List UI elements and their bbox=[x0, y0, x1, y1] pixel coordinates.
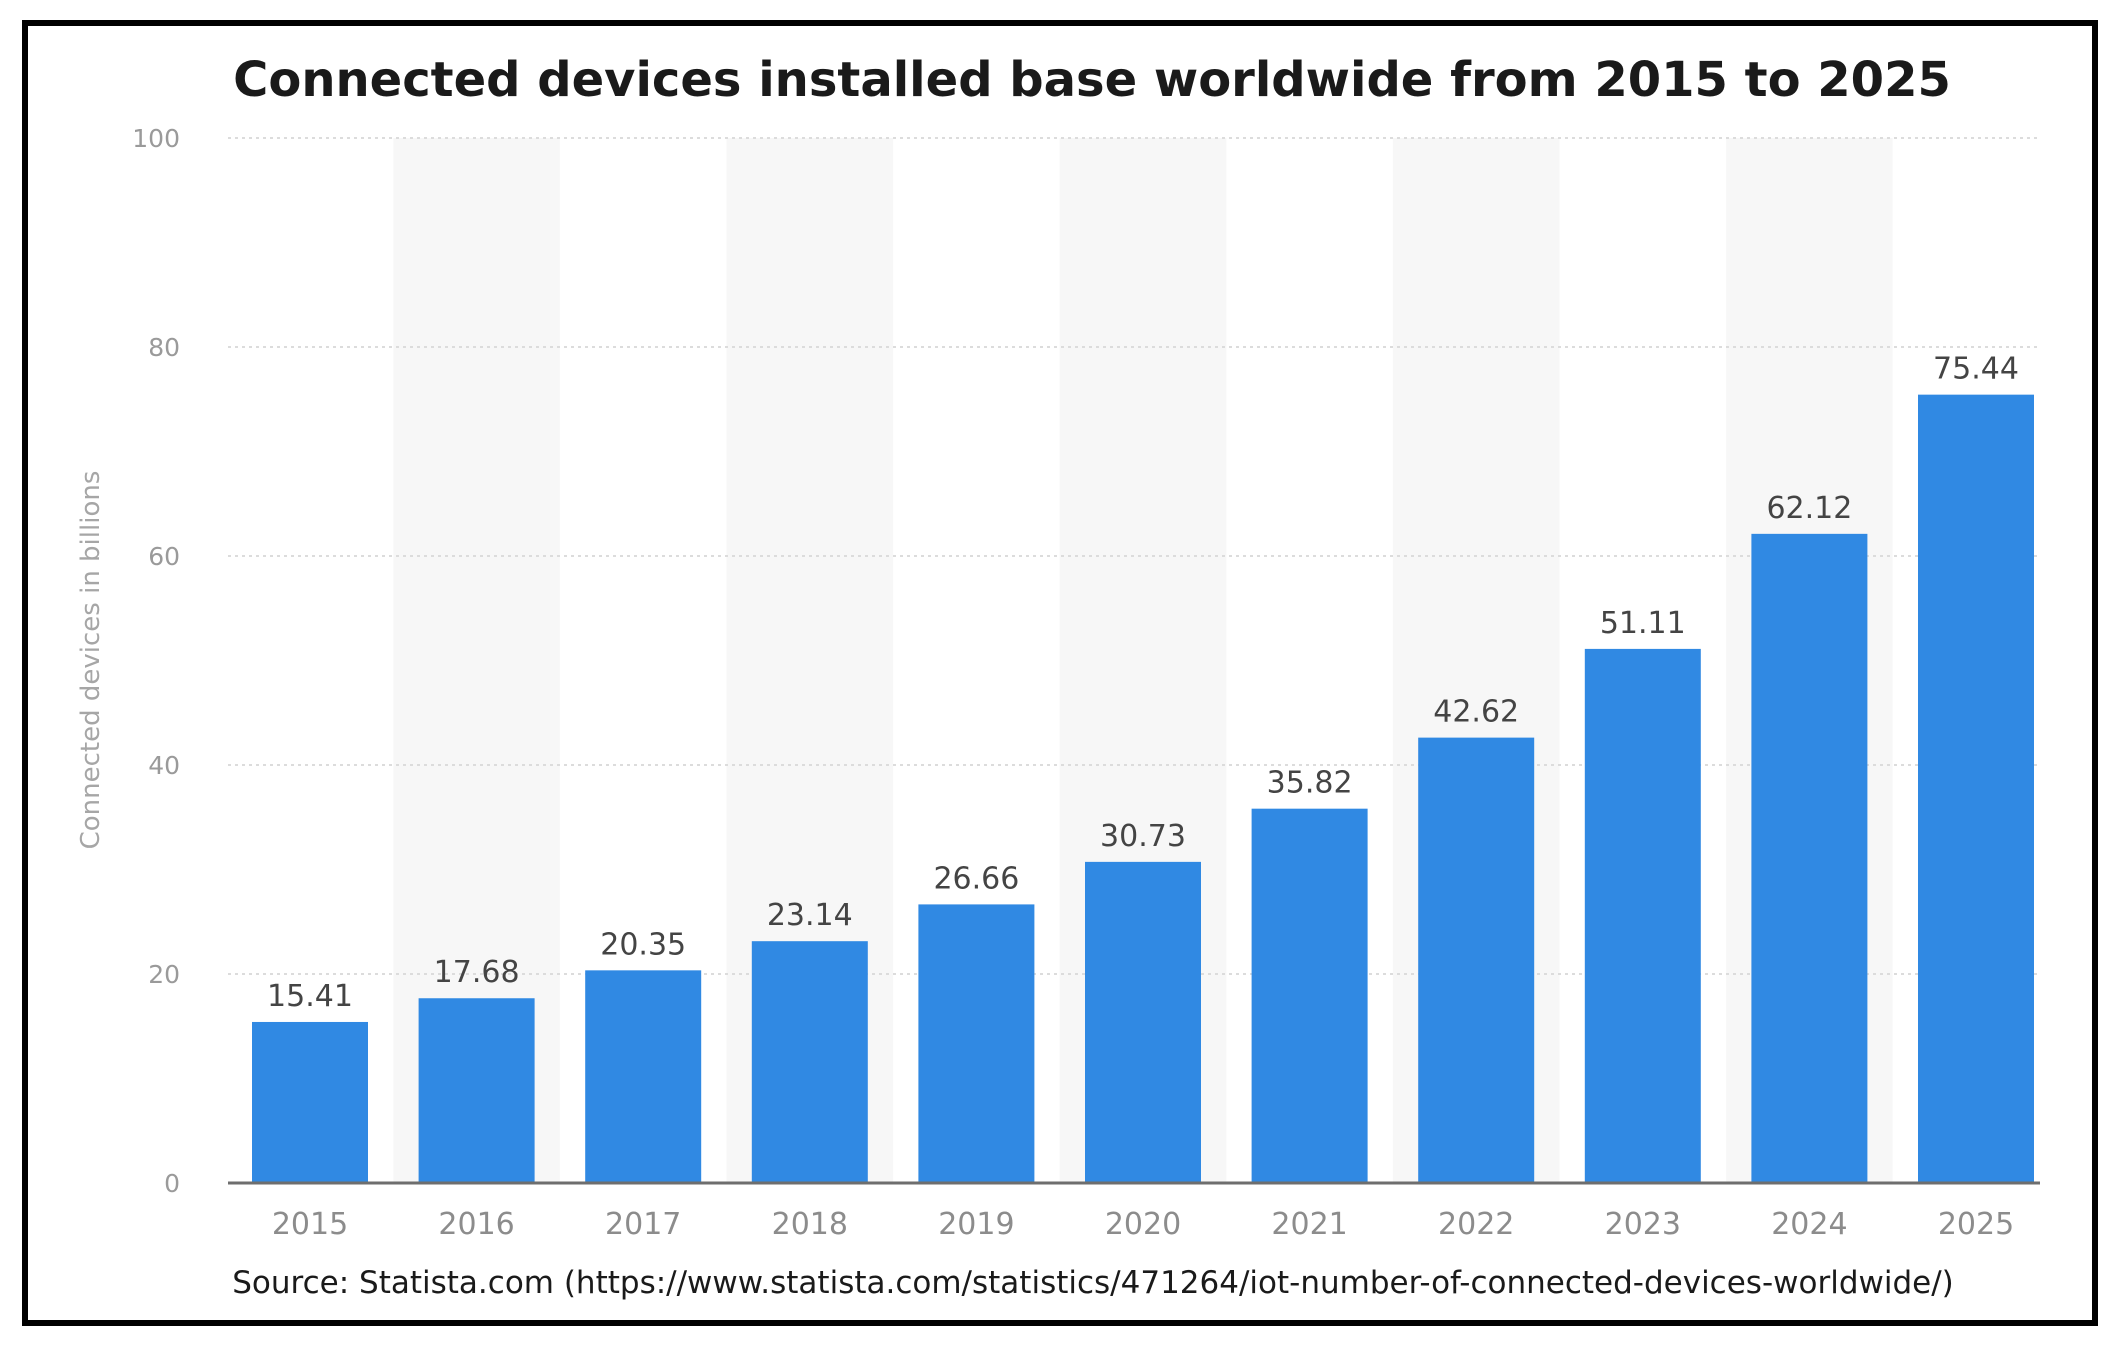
data-label: 23.14 bbox=[767, 898, 853, 933]
x-axis-ticks: 2015 2016 2017 2018 2019 2020 2021 2022 2023 2024… bbox=[272, 1207, 2014, 1242]
data-label: 20.35 bbox=[600, 927, 686, 962]
bar bbox=[918, 904, 1035, 1183]
x-tick-label: 2016 bbox=[438, 1207, 514, 1242]
bar bbox=[1918, 394, 2034, 1184]
y-tick-label: 20 bbox=[148, 960, 180, 989]
bar bbox=[585, 970, 702, 1183]
data-label: 15.41 bbox=[267, 979, 353, 1014]
y-axis-label: Connected devices in billions bbox=[76, 471, 106, 850]
x-tick-label: 2015 bbox=[272, 1207, 348, 1242]
y-tick-label: 100 bbox=[132, 124, 180, 153]
data-label: 30.73 bbox=[1100, 819, 1186, 854]
bar bbox=[1251, 808, 1368, 1183]
data-label: 62.12 bbox=[1766, 491, 1852, 526]
x-tick-label: 2018 bbox=[772, 1207, 848, 1242]
bar bbox=[1085, 861, 1201, 1183]
data-label: 75.44 bbox=[1933, 352, 2019, 387]
y-tick-label: 40 bbox=[148, 751, 180, 780]
x-tick-label: 2020 bbox=[1105, 1207, 1181, 1242]
x-tick-label: 2023 bbox=[1605, 1207, 1681, 1242]
chart-title: Connected devices installed base worldwi… bbox=[233, 52, 1951, 108]
x-tick-label: 2022 bbox=[1438, 1207, 1514, 1242]
data-label: 42.62 bbox=[1433, 695, 1519, 730]
y-axis-ticks: 0 20 40 60 80 100 bbox=[132, 124, 180, 1198]
bar bbox=[1584, 648, 1701, 1183]
x-tick-label: 2021 bbox=[1271, 1207, 1347, 1242]
bar bbox=[1418, 737, 1535, 1183]
data-label: 26.66 bbox=[933, 861, 1019, 896]
data-label: 17.68 bbox=[434, 955, 520, 990]
bar bbox=[1751, 533, 1868, 1183]
bar bbox=[418, 998, 535, 1183]
data-labels: 15.41 17.68 20.35 23.14 26.66 30.73 35.82 42.62… bbox=[267, 352, 2019, 1014]
data-label: 35.82 bbox=[1267, 766, 1353, 801]
x-tick-label: 2024 bbox=[1771, 1207, 1847, 1242]
x-tick-label: 2025 bbox=[1938, 1207, 2014, 1242]
data-label: 51.11 bbox=[1600, 606, 1686, 641]
y-tick-label: 60 bbox=[148, 542, 180, 571]
bar bbox=[252, 1021, 368, 1183]
y-tick-label: 80 bbox=[148, 333, 180, 362]
x-tick-label: 2019 bbox=[938, 1207, 1014, 1242]
bar bbox=[751, 941, 868, 1183]
y-tick-label: 0 bbox=[164, 1169, 180, 1198]
bars bbox=[252, 394, 2034, 1184]
source-note: Source: Statista.com (https://www.statis… bbox=[232, 1265, 1954, 1301]
x-tick-label: 2017 bbox=[605, 1207, 681, 1242]
